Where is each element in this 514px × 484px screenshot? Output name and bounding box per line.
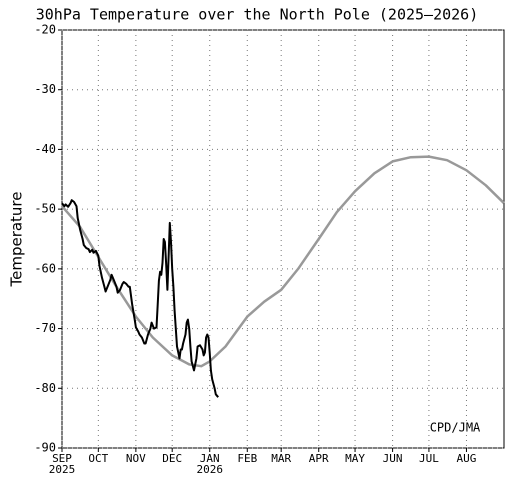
x-tick-label: APR [309, 452, 329, 465]
y-axis-label: Temperature [8, 191, 26, 287]
x-tick-label: MAY [345, 452, 365, 465]
chart-title: 30hPa Temperature over the North Pole (2… [36, 6, 479, 24]
y-tick-label: -60 [34, 261, 56, 275]
x-tick-label: OCT [88, 452, 108, 465]
x-year-label: 2026 [196, 463, 223, 476]
annotation: CPD/JMA [430, 421, 481, 435]
y-tick-label: -20 [34, 23, 56, 37]
x-year-label: 2025 [49, 463, 76, 476]
y-tick-label: -50 [34, 202, 56, 216]
x-tick-label: JUL [419, 452, 439, 465]
x-tick-label: JUN [383, 452, 403, 465]
line-series [61, 155, 505, 368]
x-tick-label: SEP [52, 452, 72, 465]
y-tick-label: -90 [34, 441, 56, 455]
y-tick-label: -80 [34, 381, 56, 395]
y-tick-label: -70 [34, 321, 56, 335]
x-tick-label: FEB [237, 452, 257, 465]
x-tick-label: DEC [162, 452, 182, 465]
y-tick-label: -40 [34, 142, 56, 156]
y-tick-label: -30 [34, 82, 56, 96]
line-series [61, 199, 219, 398]
x-tick-label: NOV [126, 452, 146, 465]
x-tick-label: AUG [457, 452, 477, 465]
x-tick-label: MAR [271, 452, 291, 465]
x-tick-label: JAN [200, 452, 220, 465]
plot-frame [61, 29, 505, 449]
